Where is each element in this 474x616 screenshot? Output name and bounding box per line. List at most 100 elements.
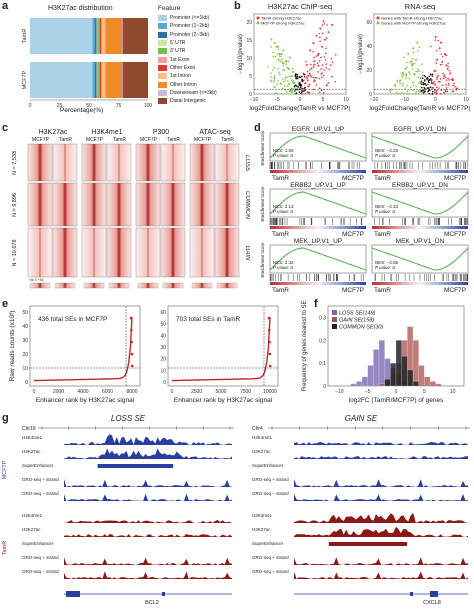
data-point [317, 71, 319, 73]
legend-swatch [158, 73, 167, 80]
panel-a-chart: TamR MCF7P 0 25 50 75 100 [22, 18, 152, 109]
data-point [290, 74, 293, 77]
panel-b: b H3K27ac ChIP-seq TamR-strong H3K27ac MCF… [232, 0, 474, 120]
right-group-label: MCF7P [444, 231, 466, 238]
data-point [312, 76, 315, 79]
background-point [431, 90, 434, 93]
track-name: H3K4me1 [252, 513, 273, 518]
data-point [400, 74, 403, 76]
enrichment-curve [371, 135, 469, 159]
x-tick-label: −10 [335, 389, 344, 395]
track-name: GRO-seq + strand [252, 555, 289, 560]
data-point [432, 82, 434, 85]
data-point [406, 90, 409, 93]
y-tick-label: 0 [163, 380, 166, 386]
color-scale [108, 282, 130, 289]
background-point [293, 90, 296, 92]
legend-swatch [158, 40, 167, 47]
x-tick-label: 7500 [240, 389, 251, 395]
data-point [323, 56, 326, 58]
x-tick-label: 0 [395, 389, 398, 395]
hit-ticks [374, 162, 469, 169]
data-point [316, 62, 319, 64]
enrichment-curve [371, 247, 469, 271]
data-point [321, 64, 324, 67]
track-name: H3K4me1 [252, 435, 273, 440]
background-point [426, 87, 429, 89]
x-tick-label: 50 [86, 103, 92, 109]
data-point [296, 86, 299, 89]
category-label: MCF7P [22, 70, 28, 89]
data-point [427, 83, 429, 86]
y-tick-label: 15 [246, 38, 252, 44]
data-point [292, 82, 294, 85]
plot-title: H3K27ac ChIP-seq [268, 2, 332, 11]
data-point [320, 73, 322, 75]
data-point [304, 92, 307, 95]
left-group-label: TamR [374, 231, 391, 238]
data-point [322, 74, 325, 77]
nes-value: NES: −2.86 [375, 260, 399, 265]
background-point [293, 86, 296, 88]
heatmap-block [27, 227, 53, 278]
data-point [406, 84, 408, 87]
data-point [408, 77, 411, 80]
data-point [292, 71, 295, 74]
data-point [442, 77, 445, 80]
hist-bar [378, 383, 385, 387]
legend-label: Distal Intergenic [170, 98, 206, 105]
data-point [444, 91, 447, 93]
data-point [309, 63, 312, 66]
left-group-label: TamR [272, 287, 289, 294]
heatmap-block [189, 143, 215, 182]
chromosome-label: Chr4 [252, 426, 263, 432]
background-point [303, 73, 305, 76]
data-point [404, 67, 407, 70]
y-axis-label: Raw reads counts (x10³) [9, 311, 16, 382]
data-point [291, 91, 293, 93]
legend-item: Downstream (<=3kb) [158, 89, 217, 97]
data-point [449, 72, 452, 75]
signal-track [64, 479, 232, 487]
data-point [273, 81, 275, 83]
gsea-title: ERBB2_UP.V1_DN [392, 182, 448, 189]
data-point [275, 45, 278, 48]
enrichment-curve [269, 135, 367, 159]
y-tick-label: 10 [22, 366, 28, 372]
heatmap-block [189, 227, 215, 278]
data-point [435, 91, 438, 93]
mark-title: P300 [153, 129, 169, 136]
background-point [299, 92, 302, 95]
enrichment-curve [269, 191, 367, 215]
rank-bar [372, 282, 468, 285]
plot-frame [167, 305, 279, 387]
data-point [308, 83, 311, 86]
data-point [281, 61, 283, 63]
right-group-label: MCF7P [342, 287, 364, 294]
heatmap-block [160, 143, 186, 182]
gsea-title: EGFR_UP.V1_UP [292, 126, 344, 133]
data-point [331, 23, 334, 26]
bar-segment [96, 62, 98, 98]
legend-label: 3' UTR [170, 48, 186, 55]
heatmap-block [189, 182, 215, 227]
x-tick-label: 25 [57, 103, 63, 109]
data-point [289, 75, 291, 78]
track-name: SuperEnhancer [22, 463, 54, 468]
data-point [286, 85, 289, 87]
y-tick-label: 40 [366, 44, 372, 50]
data-point [273, 66, 276, 69]
panel-g-label: g [2, 412, 9, 424]
data-point [320, 68, 323, 70]
legend-item: 5' UTR [158, 39, 217, 47]
data-point [313, 64, 315, 66]
data-point [302, 72, 305, 75]
hist-bar [424, 376, 431, 387]
p-value: P value: 0 [375, 265, 395, 270]
heatmap-block [106, 143, 132, 182]
data-point [415, 90, 418, 93]
legend-swatch [332, 317, 337, 322]
data-point [318, 53, 320, 56]
gene-exon [410, 592, 413, 596]
signal-track [64, 571, 232, 579]
